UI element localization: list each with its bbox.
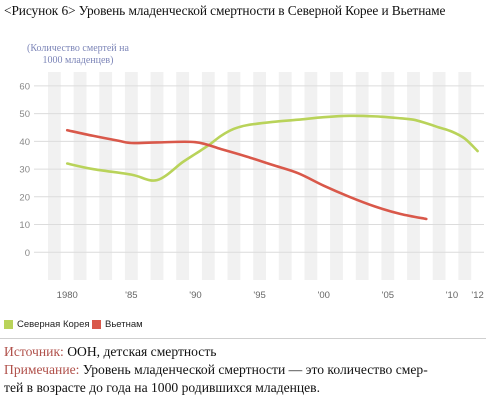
figure-notes: Источник: ООН, детская смертность Примеч… xyxy=(4,343,482,397)
year-band xyxy=(150,72,164,280)
chart-area: 0 10 20 30 40 50 60 1980 '85 '90 '95 '00 '05 '10 '12 (… xyxy=(0,32,486,339)
x-tick-label: '85 xyxy=(125,290,137,301)
source-line: Источник: ООН, детская смертность xyxy=(4,343,482,361)
year-band xyxy=(432,72,446,280)
year-band xyxy=(124,72,138,280)
y-tick-label: 20 xyxy=(19,192,30,203)
year-band xyxy=(73,72,87,280)
y-tick-label: 10 xyxy=(19,220,30,231)
year-band xyxy=(48,72,61,280)
legend-label-north-korea: Северная Корея xyxy=(17,319,90,330)
x-tick-label: '00 xyxy=(318,290,330,301)
note-line: Примечание: Уровень младенческой смертно… xyxy=(4,361,482,379)
year-band xyxy=(381,72,395,280)
year-band xyxy=(253,72,266,280)
source-key: Источник: xyxy=(4,344,64,359)
year-band xyxy=(201,72,215,280)
note-line-2: тей в возрасте до года на 1000 родившихс… xyxy=(4,379,482,397)
year-band xyxy=(330,72,343,280)
year-band xyxy=(278,72,292,280)
y-axis-label: (Количество смертей на 1000 младенцев) xyxy=(27,43,129,66)
x-tick-label: '95 xyxy=(253,290,265,301)
y-tick-label: 0 xyxy=(25,248,30,259)
legend-label-vietnam: Вьетнам xyxy=(105,319,143,330)
chart-legend: Северная Корея Вьетнам xyxy=(0,311,486,333)
legend-swatch-north-korea xyxy=(4,320,13,329)
x-tick-label: '90 xyxy=(189,290,201,301)
x-tick-label: '10 xyxy=(446,290,458,301)
y-tick-label: 40 xyxy=(19,137,30,148)
legend-item-vietnam: Вьетнам xyxy=(92,319,143,330)
series-line-north-korea xyxy=(65,114,479,182)
source-text: ООН, детская смертность xyxy=(67,344,217,359)
note-key: Примечание: xyxy=(4,362,80,377)
year-band xyxy=(355,72,369,280)
year-band xyxy=(458,72,472,280)
x-tick-label: 1980 xyxy=(57,290,78,301)
figure-title: <Рисунок 6> Уровень младенческой смертно… xyxy=(4,3,446,18)
x-tick-label: '12 xyxy=(471,290,483,301)
note-text-2: тей в возрасте до года на 1000 родившихс… xyxy=(4,380,321,395)
year-band xyxy=(99,72,113,280)
y-tick-label: 50 xyxy=(19,109,30,120)
x-tick-label: '05 xyxy=(382,290,394,301)
legend-item-north-korea: Северная Корея xyxy=(4,319,90,330)
line-chart: 0 10 20 30 40 50 60 1980 '85 '90 '95 '00 '05 '10 '12 xyxy=(19,72,484,301)
year-band xyxy=(304,72,318,280)
y-tick-label: 60 xyxy=(19,81,30,92)
note-text: Уровень младенческой смертности — это ко… xyxy=(82,362,428,377)
year-band xyxy=(407,72,420,280)
year-band xyxy=(176,72,190,280)
legend-swatch-vietnam xyxy=(92,320,101,329)
series-line-vietnam xyxy=(65,128,428,221)
y-tick-label: 30 xyxy=(19,165,30,176)
year-band xyxy=(227,72,241,280)
